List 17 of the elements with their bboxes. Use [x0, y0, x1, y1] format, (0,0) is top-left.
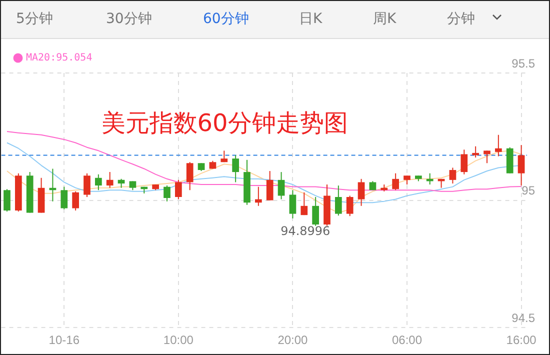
- y-tick-label: 94.5: [512, 310, 536, 325]
- x-tick-label: 10:00: [163, 333, 194, 348]
- text: 5分钟: [16, 10, 53, 28]
- text: 30分钟: [106, 10, 152, 28]
- x-tick-label: 20:00: [278, 333, 308, 348]
- y-tick-label: 95: [522, 184, 536, 198]
- x-tick-label: 10-16: [48, 333, 80, 348]
- legend-label: MA20:95.054: [26, 52, 92, 64]
- text: 美元指数60分钟走势图: [101, 109, 348, 138]
- text: 分钟: [447, 10, 475, 28]
- annotation: 94.8996: [280, 224, 330, 238]
- y-tick-label: 95.5: [512, 56, 536, 70]
- text: 日K: [299, 10, 322, 28]
- text: 60分钟: [203, 10, 249, 28]
- x-tick-label: 06:00: [392, 333, 422, 348]
- text: 周K: [373, 10, 396, 28]
- x-tick-label: 16:00: [506, 333, 537, 348]
